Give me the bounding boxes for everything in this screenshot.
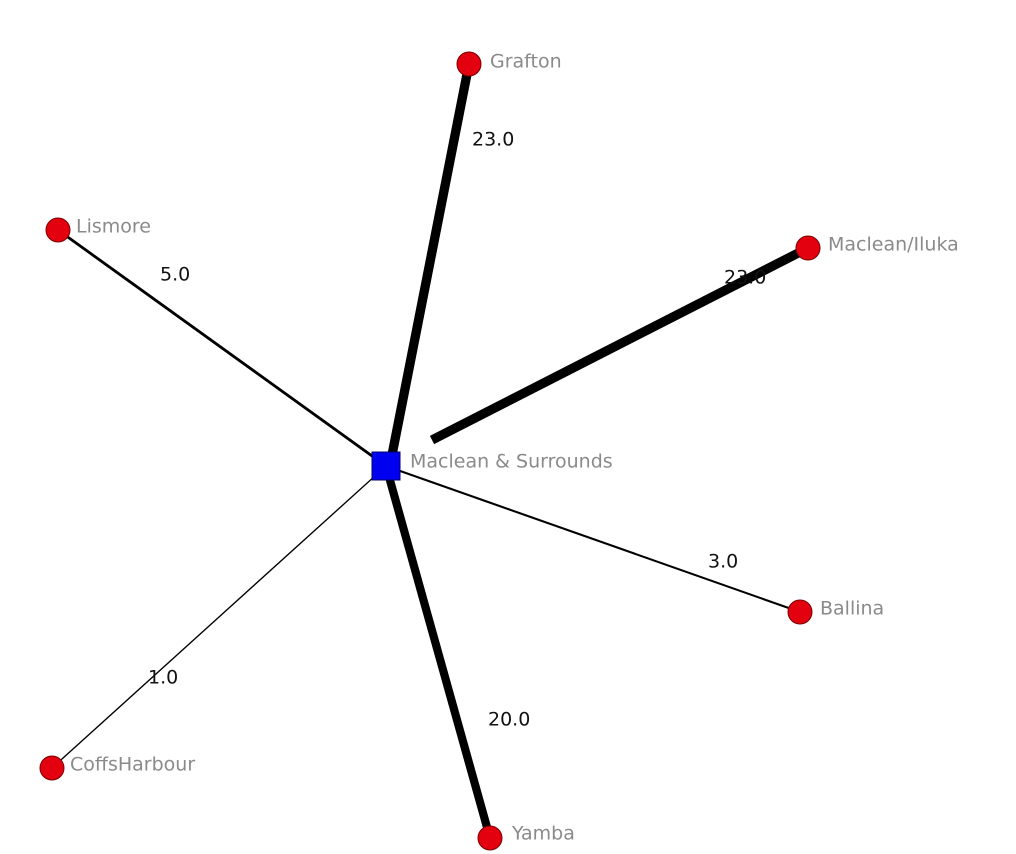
node-label: CoffsHarbour <box>70 754 195 776</box>
node-label: Lismore <box>76 216 151 238</box>
edge-label: 3.0 <box>708 551 738 573</box>
node <box>795 235 821 261</box>
edge <box>382 464 494 840</box>
center-node <box>371 451 401 481</box>
edge-label: 20.0 <box>488 709 530 731</box>
edge <box>387 63 474 456</box>
edge-label: 23.0 <box>724 267 766 289</box>
node <box>477 825 503 851</box>
node <box>787 599 813 625</box>
edge <box>57 228 387 468</box>
node-label: Ballina <box>820 598 884 620</box>
edge <box>51 465 387 769</box>
center-label: Maclean & Surrounds <box>410 451 613 473</box>
edge-label: 1.0 <box>148 667 178 689</box>
node-label: Grafton <box>490 51 562 73</box>
edge-label: 23.0 <box>472 129 514 151</box>
node-label: Yamba <box>511 823 575 845</box>
edge-label: 5.0 <box>160 264 190 286</box>
edge <box>429 243 811 445</box>
node <box>39 755 65 781</box>
edge <box>385 465 801 613</box>
node <box>456 51 482 77</box>
node-label: Maclean/Iluka <box>828 234 959 256</box>
node <box>45 217 71 243</box>
